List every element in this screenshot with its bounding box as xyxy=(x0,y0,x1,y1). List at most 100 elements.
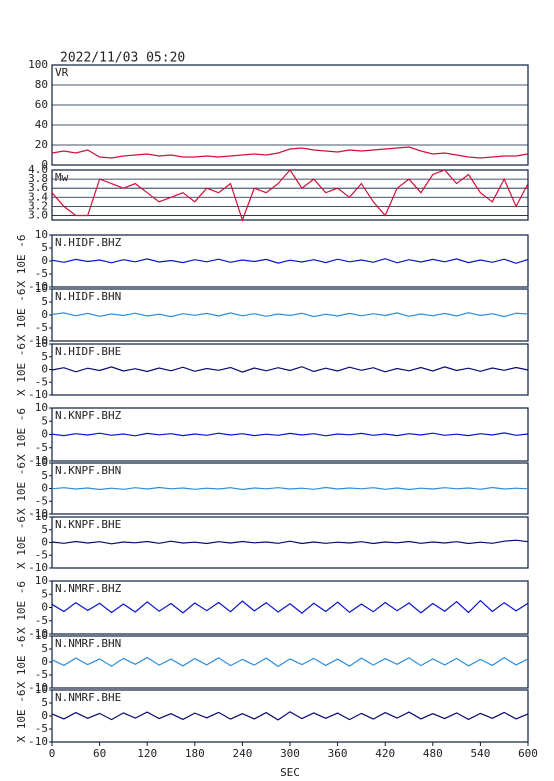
chart-title: 2022/11/03 05:20 xyxy=(60,51,185,66)
y-axis-label: X 10E -6 xyxy=(15,408,28,461)
y-axis-label: X 10E -6 xyxy=(15,581,28,634)
trace xyxy=(51,711,529,721)
trace xyxy=(51,539,529,545)
y-tick-label: -10 xyxy=(28,334,48,347)
trace xyxy=(51,656,529,668)
trace xyxy=(51,599,529,614)
y-tick-label: -10 xyxy=(28,454,48,467)
panel-label: N.NMRF.BHE xyxy=(55,691,121,704)
panel-frame xyxy=(51,234,529,288)
panel-label: N.KNPF.BHZ xyxy=(55,409,122,422)
panel-label: N.HIDF.BHE xyxy=(55,345,121,358)
panel-label: N.HIDF.BHN xyxy=(55,290,121,303)
x-tick-label: 540 xyxy=(470,747,490,760)
y-axis-label: X 10E -6 xyxy=(15,516,28,569)
x-tick-label: 300 xyxy=(280,747,300,760)
y-tick-label: -5 xyxy=(35,375,48,388)
y-axis-label: X 10E -6 xyxy=(15,462,28,515)
y-tick-label: 0 xyxy=(41,363,48,376)
panel-label: N.KNPF.BHN xyxy=(55,464,121,477)
y-tick-label: 100 xyxy=(28,58,48,71)
y-tick-label: 10 xyxy=(35,401,48,414)
y-tick-label: 10 xyxy=(35,282,48,295)
y-tick-label: 0 xyxy=(41,158,48,171)
x-tick-label: 120 xyxy=(137,747,157,760)
y-tick-label: -10 xyxy=(28,388,48,401)
y-tick-label: 3.0 xyxy=(28,208,48,221)
x-tick-label: 180 xyxy=(185,747,205,760)
panel-label: N.NMRF.BHZ xyxy=(55,582,122,595)
trace xyxy=(51,432,529,437)
trace xyxy=(51,312,529,318)
x-tick-label: 600 xyxy=(518,747,538,760)
y-tick-label: 3.4 xyxy=(28,190,48,203)
trace xyxy=(51,169,529,222)
y-tick-label: 5 xyxy=(41,295,48,308)
panel-frame xyxy=(51,580,529,635)
y-tick-label: -5 xyxy=(35,548,48,561)
y-tick-label: 5 xyxy=(41,523,48,536)
panel-frame xyxy=(51,343,529,396)
y-tick-label: 0 xyxy=(41,254,48,267)
panel-label: Mw xyxy=(55,171,69,184)
y-tick-label: 5 xyxy=(41,414,48,427)
y-axis-label: X 10E -6 xyxy=(15,690,28,743)
panel-frame xyxy=(51,635,529,689)
y-tick-label: -10 xyxy=(28,681,48,694)
y-tick-label: 5 xyxy=(41,241,48,254)
y-tick-label: 10 xyxy=(35,574,48,587)
y-tick-label: 3.2 xyxy=(28,199,48,212)
y-tick-label: -10 xyxy=(28,627,48,640)
y-tick-label: 0 xyxy=(41,428,48,441)
y-tick-label: 3.6 xyxy=(28,181,48,194)
y-tick-label: 4.0 xyxy=(28,163,48,176)
y-tick-label: 10 xyxy=(35,629,48,642)
trace xyxy=(51,146,529,159)
y-tick-label: 5 xyxy=(41,587,48,600)
y-tick-label: 5 xyxy=(41,642,48,655)
y-tick-label: 60 xyxy=(35,98,48,111)
y-tick-label: 10 xyxy=(35,510,48,523)
y-tick-label: 5 xyxy=(41,350,48,363)
x-tick-label: 360 xyxy=(328,747,348,760)
y-tick-label: -5 xyxy=(35,722,48,735)
panel-frame xyxy=(51,64,529,166)
y-tick-label: -5 xyxy=(35,614,48,627)
x-tick-label: 480 xyxy=(423,747,443,760)
y-tick-label: -10 xyxy=(28,735,48,748)
y-axis-label: X 10E -6 xyxy=(15,636,28,689)
x-tick-label: 420 xyxy=(375,747,395,760)
y-tick-label: 10 xyxy=(35,337,48,350)
y-tick-label: 0 xyxy=(41,536,48,549)
x-tick-label: 60 xyxy=(93,747,106,760)
y-tick-label: -5 xyxy=(35,267,48,280)
y-tick-label: -5 xyxy=(35,668,48,681)
y-axis-label: X 10E -6 xyxy=(15,235,28,288)
y-tick-label: 10 xyxy=(35,228,48,241)
trace xyxy=(51,366,529,373)
trace xyxy=(51,486,529,491)
y-tick-label: -10 xyxy=(28,561,48,574)
y-tick-label: 0 xyxy=(41,601,48,614)
y-tick-label: 0 xyxy=(41,709,48,722)
panel-frame xyxy=(51,169,529,221)
panel-frame xyxy=(51,288,529,342)
panel-frame xyxy=(51,689,529,743)
panel-label: N.HIDF.BHZ xyxy=(55,236,122,249)
y-tick-label: -5 xyxy=(35,494,48,507)
y-tick-label: -10 xyxy=(28,507,48,520)
panel-label: VR xyxy=(55,66,69,79)
x-tick-label: 240 xyxy=(232,747,252,760)
y-tick-label: 5 xyxy=(41,469,48,482)
y-axis-label: X 10E -6 xyxy=(15,343,28,396)
y-tick-label: 80 xyxy=(35,78,48,91)
y-tick-label: -10 xyxy=(28,280,48,293)
y-tick-label: -5 xyxy=(35,441,48,454)
y-axis-label: X 10E -6 xyxy=(15,289,28,342)
y-tick-label: 20 xyxy=(35,138,48,151)
y-tick-label: -5 xyxy=(35,321,48,334)
x-axis-label: SEC xyxy=(280,766,300,779)
y-tick-label: 40 xyxy=(35,118,48,131)
y-tick-label: 10 xyxy=(35,683,48,696)
panel-label: N.NMRF.BHN xyxy=(55,637,121,650)
